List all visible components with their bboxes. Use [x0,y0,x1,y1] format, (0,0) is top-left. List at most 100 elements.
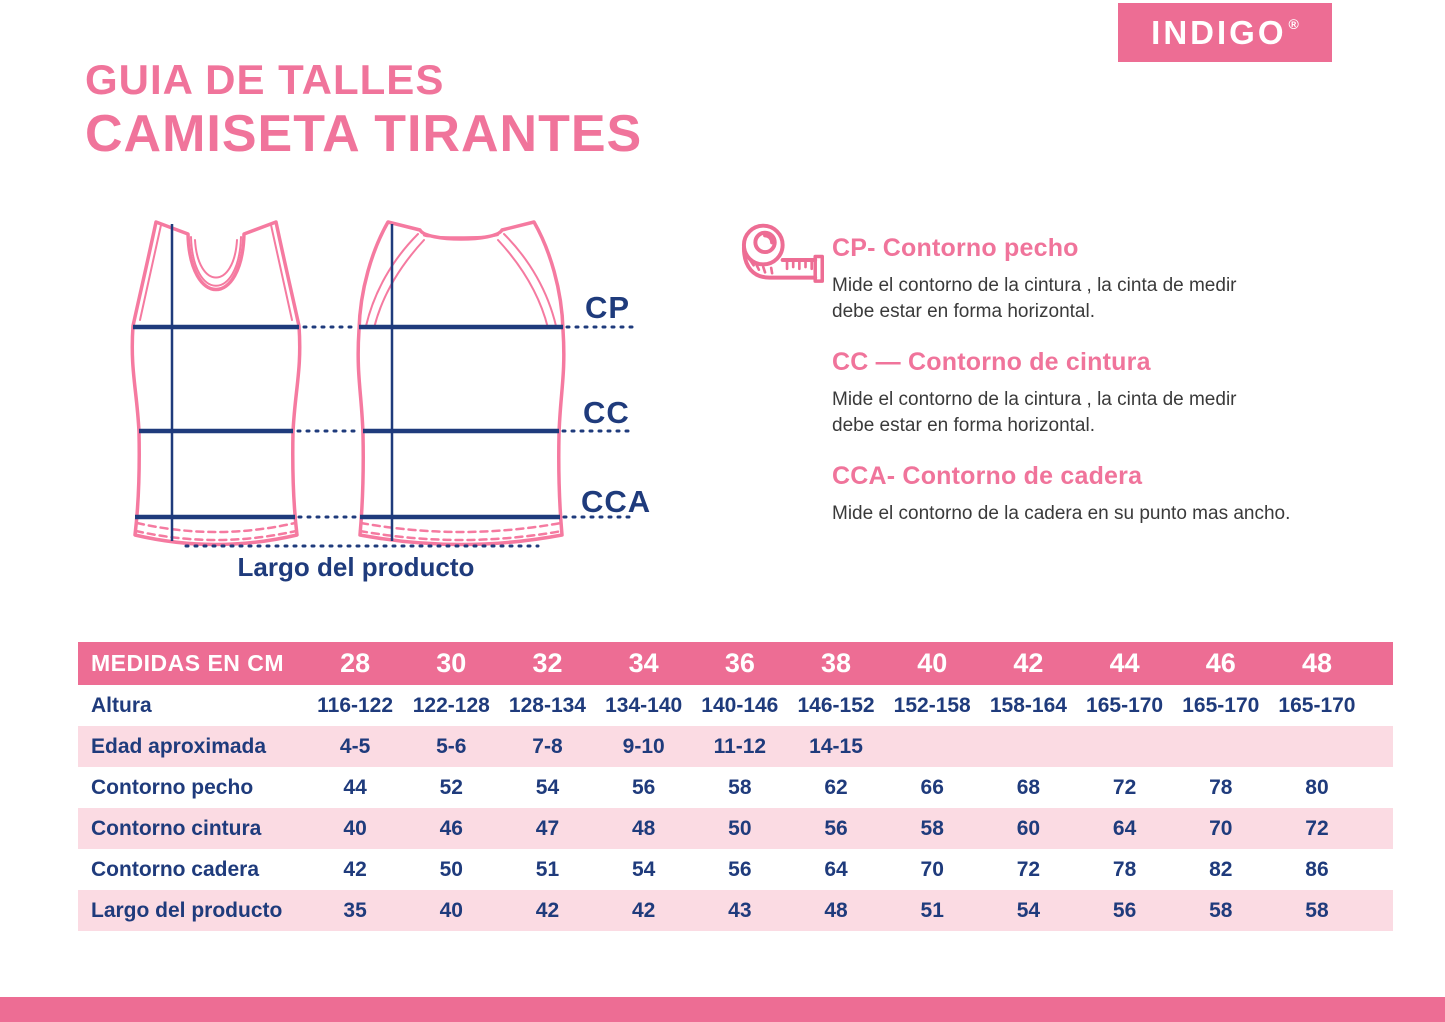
table-header-label: MEDIDAS EN CM [91,650,285,676]
table-cell: 62 [824,775,848,799]
cp-label: CP [585,290,630,325]
row-label: Altura [91,693,152,717]
table-cell: 80 [1305,775,1329,799]
table-cell: 43 [728,898,752,922]
size-header-cell: 38 [821,648,852,678]
table-cell: 64 [1112,816,1137,840]
table-cell: 140-146 [701,693,779,717]
brand-logo: INDIGO ® [1118,3,1332,62]
size-table: MEDIDAS EN CM 28 30 32 34 36 38 40 42 44 46 48 Altu… [78,642,1393,931]
size-header-cell: 36 [724,648,755,678]
table-row: Contorno cintura 40 46 47 48 50 56 58 60 64 70 72 [78,808,1393,849]
table-cell: 9-10 [622,734,665,758]
table-cell: 11-12 [713,734,767,758]
table-cell: 51 [920,898,944,922]
table-cell: 165-170 [1278,693,1356,717]
table-cell: 54 [1016,898,1041,922]
table-cell: 82 [1209,857,1233,881]
table-row: Altura 116-122 122-128 128-134 134-140 140-14… [78,685,1393,726]
table-cell: 56 [728,857,752,881]
table-body: Altura 116-122 122-128 128-134 134-140 140-14… [78,685,1393,931]
table-cell: 47 [535,816,560,840]
table-cell: 72 [1016,857,1041,881]
table-cell: 52 [439,775,463,799]
table-row: Contorno pecho 44 52 54 56 58 62 66 68 72 78 80 [78,767,1393,808]
row-label: Contorno cadera [91,857,260,881]
table-cell: 42 [535,898,560,922]
table-cell: 70 [920,857,944,881]
definition-cp-body: Mide el contorno de la cintura , la cint… [832,275,1237,323]
table-cell: 35 [343,898,367,922]
definition-cca-body: Mide el contorno de la cadera en su punt… [832,503,1291,524]
brand-logo-text: INDIGO [1151,13,1287,51]
definition-cca-heading: CCA- Contorno de cadera [832,462,1143,490]
size-header-cell: 48 [1301,648,1332,678]
size-header-cell: 30 [436,648,467,678]
row-label: Contorno cintura [91,816,262,840]
table-cell: 58 [1305,898,1329,922]
table-cell: 72 [1112,775,1137,799]
table-cell: 40 [439,898,463,922]
table-cell: 58 [1209,898,1233,922]
page-title: CAMISETA TIRANTES [85,105,643,163]
table-cell: 58 [920,816,944,840]
table-cell: 48 [631,816,656,840]
table-cell: 60 [1016,816,1041,840]
table-cell: 5-6 [436,734,467,758]
table-cell: 56 [1112,898,1137,922]
table-cell: 40 [343,816,367,840]
table-cell: 48 [824,898,848,922]
table-cell: 50 [728,816,752,840]
size-header-cell: 46 [1205,648,1236,678]
table-cell: 50 [439,857,463,881]
cc-label: CC [583,395,630,430]
definition-cp: CP- Contorno pecho Mide el contorno de l… [832,234,1392,325]
table-cell: 58 [728,775,752,799]
table-cell: 146-152 [797,693,875,717]
table-cell: 165-170 [1182,693,1260,717]
cca-label: CCA [581,484,651,519]
definition-cp-heading: CP- Contorno pecho [832,234,1079,262]
size-header-cell: 28 [340,648,371,678]
table-cell: 54 [631,857,656,881]
table-cell: 46 [439,816,463,840]
table-cell: 158-164 [989,693,1067,717]
table-cell: 68 [1016,775,1041,799]
table-cell: 64 [824,857,848,881]
table-row: Largo del producto 35 40 42 42 43 48 51 54 56 58 58 [78,890,1393,931]
table-cell: 128-134 [508,693,586,717]
table-cell: 44 [343,775,367,799]
table-cell: 42 [343,857,367,881]
table-cell: 165-170 [1086,693,1164,717]
table-cell: 86 [1305,857,1329,881]
table-cell: 56 [824,816,848,840]
table-cell: 56 [631,775,656,799]
row-label: Largo del producto [91,898,283,922]
table-cell: 116-122 [317,693,394,717]
table-row: Edad aproximada 4-5 5-6 7-8 9-10 11-12 14-15 [78,726,1393,767]
table-cell: 152-158 [893,693,971,717]
table-row: Contorno cadera 42 50 51 54 56 64 70 72 78 82 86 [78,849,1393,890]
size-header-cell: 40 [917,648,948,678]
table-cell: 4-5 [339,734,371,758]
definition-cca: CCA- Contorno de cadera Mide el contorno… [832,462,1392,527]
table-cell: 78 [1209,775,1233,799]
table-cell: 51 [535,857,560,881]
tank-back-outline [356,220,566,547]
row-label: Edad aproximada [91,734,267,758]
table-cell: 72 [1305,816,1329,840]
measuring-tape-icon [741,223,824,283]
size-header-cell: 42 [1013,648,1044,678]
size-header-cell: 34 [628,648,659,678]
table-header-row: MEDIDAS EN CM 28 30 32 34 36 38 40 42 44 46 48 [78,642,1393,685]
row-label: Contorno pecho [91,775,254,799]
table-cell: 54 [535,775,560,799]
size-header-cell: 32 [532,648,563,678]
table-cell: 42 [631,898,656,922]
table-cell: 66 [920,775,944,799]
definition-cc-body: Mide el contorno de la cintura , la cint… [832,389,1237,437]
footer-bar [0,997,1445,1022]
size-header-cell: 44 [1109,648,1140,678]
table-cell: 7-8 [532,734,563,758]
table-cell: 70 [1209,816,1233,840]
